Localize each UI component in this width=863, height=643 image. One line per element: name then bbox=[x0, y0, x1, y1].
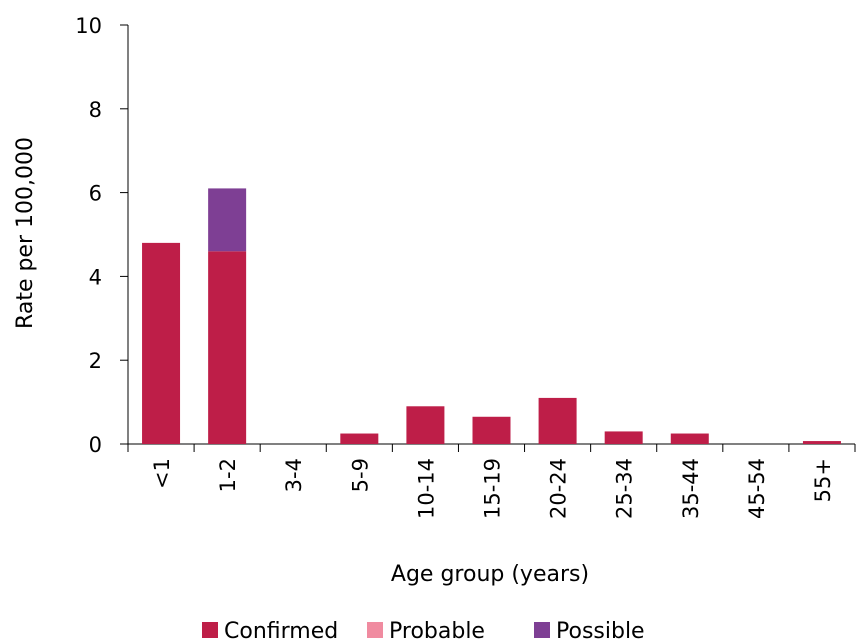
legend-label: Confirmed bbox=[224, 619, 338, 643]
x-tick-label: 25-34 bbox=[613, 458, 637, 519]
y-tick-label: 4 bbox=[89, 265, 102, 289]
bar-confirmed bbox=[472, 416, 511, 444]
bar-possible bbox=[208, 188, 247, 252]
x-tick-label: 15-19 bbox=[481, 458, 505, 519]
x-tick-label: 5-9 bbox=[348, 458, 372, 492]
bar-confirmed bbox=[406, 406, 445, 444]
y-tick-label: 0 bbox=[89, 433, 102, 457]
bar-confirmed bbox=[208, 251, 247, 444]
x-tick-label: 1-2 bbox=[216, 458, 240, 492]
legend: Confirmed Probable Possible bbox=[202, 619, 645, 643]
bar-confirmed bbox=[142, 242, 181, 444]
x-tick-label: <1 bbox=[150, 458, 174, 489]
x-axis: <1 1-2 3-4 5-9 10-14 15-19 20-24 25-34 35-44 45-5… bbox=[127, 443, 856, 519]
bar-confirmed bbox=[340, 433, 379, 444]
legend-swatch bbox=[367, 622, 383, 638]
x-tick-label: 35-44 bbox=[679, 458, 703, 519]
legend-item-probable: Probable bbox=[367, 619, 485, 643]
bars bbox=[142, 188, 841, 444]
y-tick-label: 6 bbox=[89, 182, 102, 206]
y-tick-label: 2 bbox=[89, 349, 102, 373]
y-tick-label: 10 bbox=[75, 14, 102, 38]
bar-confirmed bbox=[538, 397, 577, 444]
legend-item-confirmed: Confirmed bbox=[202, 619, 338, 643]
x-tick-label: 20-24 bbox=[547, 458, 571, 519]
legend-label: Possible bbox=[556, 619, 645, 643]
bar-confirmed bbox=[802, 441, 841, 444]
legend-item-possible: Possible bbox=[534, 619, 645, 643]
y-axis-title: Rate per 100,000 bbox=[13, 137, 38, 329]
legend-swatch bbox=[202, 622, 218, 638]
y-tick-label: 8 bbox=[89, 98, 102, 122]
x-tick-label: 45-54 bbox=[745, 458, 769, 519]
y-axis: 0 2 4 6 8 10 bbox=[75, 14, 129, 457]
x-tick-label: 3-4 bbox=[282, 458, 306, 492]
legend-label: Probable bbox=[389, 619, 485, 643]
legend-swatch bbox=[534, 622, 550, 638]
x-tick-label: 10-14 bbox=[414, 458, 438, 519]
bar-confirmed bbox=[670, 433, 709, 444]
x-axis-title: Age group (years) bbox=[391, 562, 589, 587]
x-tick-label: 55+ bbox=[811, 458, 835, 502]
bar-confirmed bbox=[604, 431, 643, 444]
